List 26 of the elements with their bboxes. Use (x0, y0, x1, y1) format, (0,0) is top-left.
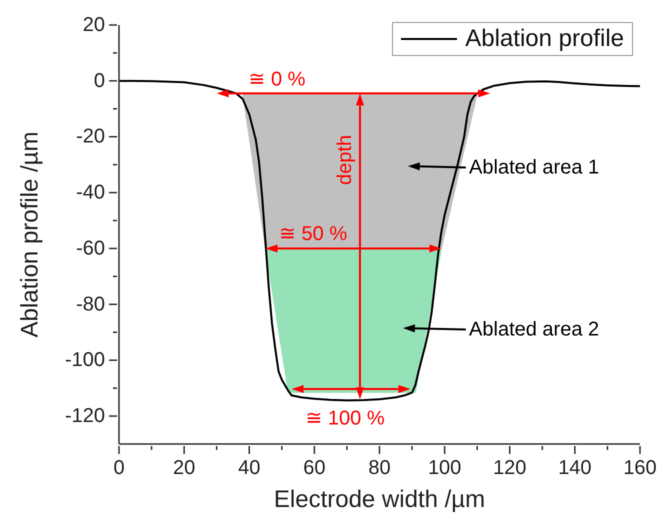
y-tick-label: -20 (76, 126, 105, 148)
x-tick-label: 0 (113, 457, 125, 479)
x-tick-label: 20 (173, 457, 196, 479)
y-tick-label: 20 (82, 14, 105, 36)
x-tick-label: 120 (493, 457, 526, 479)
y-tick-label: -80 (76, 293, 105, 316)
annotation: Ablated area 1 (469, 156, 600, 178)
x-tick-label: 160 (623, 457, 657, 479)
y-tick-label: -40 (76, 182, 105, 204)
legend-label: Ablation profile (465, 25, 624, 53)
y-axis-title: Ablation profile /µm (16, 132, 44, 338)
x-tick-label: 40 (238, 457, 260, 479)
annotation: ≅ 50 % (278, 222, 348, 245)
x-tick-label: 80 (368, 457, 391, 479)
y-tick-label: 0 (94, 70, 105, 92)
x-axis-title: Electrode width /µm (274, 486, 486, 513)
y-tick-label: -60 (76, 237, 105, 260)
y-tick-label: -120 (64, 405, 105, 428)
y-tick-label: -100 (64, 349, 105, 372)
annotation: ≅ 0 % (248, 68, 306, 91)
x-tick-label: 100 (428, 457, 462, 479)
annotation: depth (334, 134, 356, 185)
annotation: ≅ 100 % (305, 407, 385, 430)
annotation: Ablated area 2 (469, 318, 600, 340)
x-tick-label: 60 (303, 457, 326, 479)
x-tick-label: 140 (558, 457, 592, 479)
